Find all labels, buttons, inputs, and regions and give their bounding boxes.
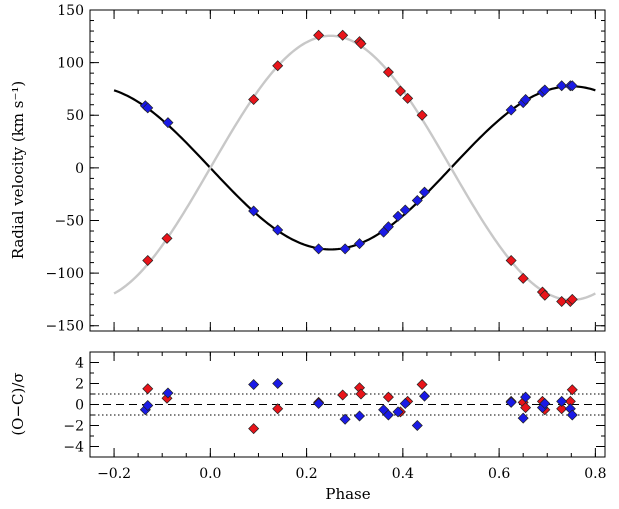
red-data-point <box>272 60 284 72</box>
red-data-point <box>248 423 260 435</box>
red-data-point <box>337 389 349 401</box>
red-data-point <box>142 383 154 395</box>
rv-y-tick-label: −50 <box>54 213 84 229</box>
blue-data-point <box>142 400 154 412</box>
blue-data-point <box>313 243 325 255</box>
blue-data-point <box>392 210 404 222</box>
residual-y-tick-label: −2 <box>63 419 84 435</box>
residual-x-tick-label: 0.4 <box>392 466 414 482</box>
secondary-model-curve <box>113 34 596 302</box>
rv-panel: −150 −100 −50 0 50 100 150 <box>46 3 606 335</box>
blue-data-point <box>411 420 423 431</box>
blue-data-point <box>313 397 325 409</box>
red-data-point <box>539 289 551 301</box>
rv-y-tick-label: −100 <box>46 266 84 282</box>
red-data-point <box>416 109 428 121</box>
rv-y-tick-label: −150 <box>46 319 84 335</box>
red-data-point <box>505 254 517 266</box>
residual-y-tick-label: −4 <box>63 440 84 456</box>
residual-y-tick-label: 0 <box>75 398 84 414</box>
blue-data-point <box>505 104 517 116</box>
red-data-point <box>161 232 173 244</box>
blue-data-point <box>566 409 578 421</box>
red-data-point <box>556 296 568 308</box>
blue-data-point <box>419 390 431 402</box>
red-data-point <box>517 272 529 284</box>
x-axis-label: Phase <box>325 485 370 503</box>
rv-y-tick-label: 50 <box>66 108 84 124</box>
blue-data-point <box>162 387 174 399</box>
blue-data-point <box>248 205 260 217</box>
red-data-point <box>355 388 367 400</box>
blue-data-point <box>520 391 532 403</box>
blue-data-point <box>272 224 284 236</box>
red-data-point <box>382 66 394 78</box>
red-data-point <box>566 293 578 305</box>
blue-data-point <box>411 195 423 206</box>
residual-x-tick-label: 0.2 <box>295 466 317 482</box>
rv-y-axis-label: Radial velocity (km s⁻¹) <box>9 81 27 260</box>
red-data-point <box>402 92 414 104</box>
residual-x-tick-label: 0.6 <box>488 466 510 482</box>
blue-data-point <box>539 84 551 96</box>
residual-x-tick-label: −0.2 <box>97 466 131 482</box>
blue-data-point <box>556 395 568 407</box>
red-data-point <box>313 29 325 41</box>
red-data-point <box>556 403 568 415</box>
residual-x-tick-label: 0.8 <box>584 466 606 482</box>
red-data-point <box>337 29 349 41</box>
blue-data-point <box>419 186 431 198</box>
primary-model-curve <box>113 85 596 251</box>
red-data-point <box>566 384 578 396</box>
rv-y-tick-label: 0 <box>75 161 84 177</box>
blue-data-point <box>566 80 578 92</box>
red-data-point <box>382 391 394 403</box>
residual-y-tick-label: 2 <box>75 377 84 393</box>
blue-data-point <box>162 117 174 129</box>
red-data-point <box>272 403 284 415</box>
residual-y-axis-label: (O−C)/σ <box>9 372 27 435</box>
blue-data-point <box>539 397 551 409</box>
red-data-point <box>355 38 367 50</box>
red-data-point <box>142 254 154 266</box>
blue-data-point <box>399 204 411 216</box>
blue-data-point <box>382 409 394 421</box>
blue-data-point <box>382 221 394 233</box>
blue-data-point <box>272 378 284 389</box>
blue-data-point <box>248 379 260 391</box>
blue-data-point <box>354 410 366 422</box>
red-data-point <box>520 402 532 414</box>
residual-panel: −0.2 0.0 0.2 0.4 0.6 0.8 −4 −2 0 2 4 <box>63 351 607 482</box>
blue-data-point <box>392 406 404 418</box>
blue-data-point <box>339 413 351 425</box>
blue-data-point <box>339 243 351 255</box>
rv-y-tick-label: 150 <box>57 3 84 19</box>
residual-y-tick-label: 4 <box>75 356 84 372</box>
red-data-point <box>416 379 428 391</box>
residual-x-tick-label: 0.0 <box>199 466 221 482</box>
blue-data-point <box>399 397 411 409</box>
blue-data-point <box>556 80 568 92</box>
rv-y-tick-label: 100 <box>57 56 84 72</box>
red-data-point <box>394 85 406 97</box>
blue-data-point <box>354 238 366 250</box>
blue-data-point <box>517 412 529 424</box>
blue-data-point <box>142 102 154 114</box>
red-data-point <box>248 93 260 105</box>
blue-data-point <box>505 396 517 408</box>
rv-plot-frame <box>89 9 606 332</box>
blue-data-point <box>520 93 532 105</box>
